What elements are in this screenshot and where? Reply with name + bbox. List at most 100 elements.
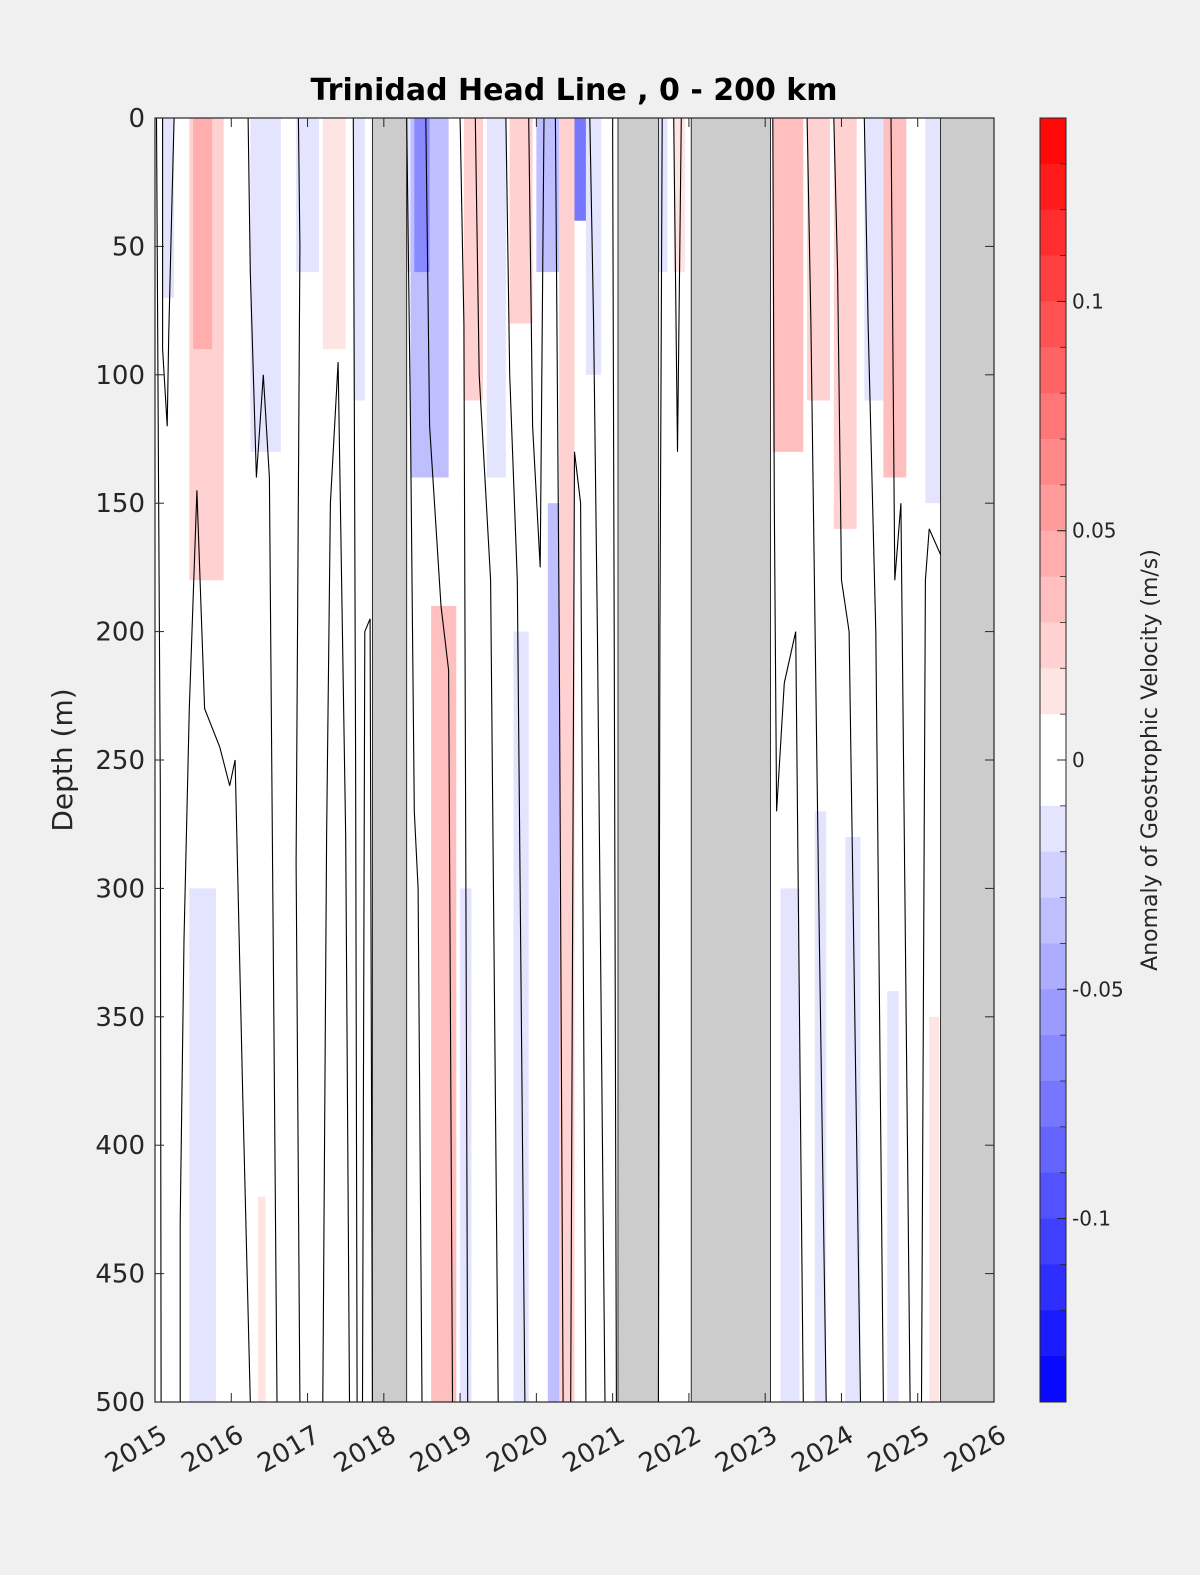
- contour-line: [247, 117, 278, 1403]
- anomaly-band: [845, 837, 861, 1402]
- colorbar-tick-label: 0.05: [1072, 519, 1117, 543]
- anomaly-band: [486, 118, 506, 478]
- anomaly-band: [772, 118, 804, 452]
- anomaly-band: [658, 118, 668, 273]
- contour-line: [673, 117, 682, 452]
- contour-line: [528, 117, 545, 568]
- colorbar-swatch: [1040, 851, 1066, 899]
- contour-line: [772, 117, 804, 1403]
- contour-line: [890, 117, 911, 1403]
- y-tick-label: 200: [95, 618, 145, 648]
- anomaly-band: [929, 1016, 940, 1402]
- plot-area: 2015 2016 2017 2018 2019 2020 2021 2022 2023 2024…: [95, 104, 1011, 1479]
- colorbar-tick-label: -0.1: [1072, 1207, 1111, 1231]
- contour-line: [352, 117, 358, 1403]
- anomaly-band: [353, 118, 365, 401]
- contour-line: [833, 117, 862, 1403]
- chart-title: Trinidad Head Line , 0 - 200 km: [310, 73, 837, 108]
- colorbar-swatch: [1040, 393, 1066, 440]
- anomaly-band: [536, 118, 560, 273]
- contour-line: [406, 117, 423, 1403]
- anomaly-band: [250, 118, 281, 452]
- no-data-period: [690, 117, 771, 1403]
- contour-line: [554, 117, 564, 1403]
- y-axis: 0 50 100 150 200 250 300 350 400 450 500: [95, 104, 994, 1418]
- colorbar-tick-label: -0.05: [1072, 977, 1124, 1001]
- colorbar-swatch: [1040, 714, 1066, 761]
- contour-line: [425, 117, 454, 1403]
- contour-line: [589, 117, 606, 1403]
- colorbar-swatch: [1040, 209, 1066, 257]
- y-tick-label: 0: [128, 104, 145, 134]
- anomaly-band: [673, 118, 686, 273]
- anomaly-band: [460, 888, 472, 1402]
- anomaly-band: [189, 888, 217, 1402]
- anomaly-band: [574, 118, 586, 221]
- colorbar-swatch: [1040, 576, 1066, 623]
- contour-line: [474, 117, 499, 1403]
- no-data-period: [371, 117, 408, 1403]
- anomaly-band: [431, 605, 457, 1402]
- colorbar-swatch: [1040, 530, 1066, 578]
- anomaly-band: [807, 118, 831, 401]
- contour-line: [162, 117, 175, 427]
- colorbar-swatch: [1040, 622, 1066, 669]
- colorbar-swatch: [1040, 943, 1066, 990]
- anomaly-band: [833, 118, 857, 529]
- contour-line: [920, 528, 942, 1403]
- contour-layer: [155, 117, 942, 1403]
- colorbar-tick-label: 0: [1072, 748, 1085, 772]
- contour-line: [570, 451, 587, 1403]
- colorbar-swatch: [1040, 347, 1066, 394]
- colorbar-swatch: [1040, 897, 1066, 944]
- anomaly-band: [193, 118, 213, 350]
- contour-line: [295, 117, 301, 1403]
- y-axis-label: Depth (m): [46, 688, 79, 831]
- anomaly-band: [162, 118, 175, 298]
- anomaly-band: [585, 118, 602, 375]
- anomaly-band: [257, 1196, 266, 1402]
- colorbar-swatch: [1040, 1218, 1066, 1265]
- anomaly-band: [322, 118, 346, 350]
- y-tick-label: 350: [95, 1003, 145, 1033]
- y-tick-label: 150: [95, 489, 145, 519]
- colorbar-swatch: [1040, 118, 1066, 165]
- no-data-period: [617, 117, 659, 1403]
- colorbar-swatch: [1040, 760, 1066, 807]
- y-tick-label: 400: [95, 1131, 145, 1161]
- colorbar-swatch: [1040, 301, 1066, 348]
- colorbar: 0.1 0.05 0 -0.05 -0.1: [1039, 117, 1124, 1403]
- anomaly-band: [463, 118, 483, 401]
- colorbar-tick-label: 0.1: [1072, 289, 1104, 313]
- contour-line: [806, 117, 827, 1403]
- colorbar-swatch: [1040, 668, 1066, 715]
- colorbar-label: Anomaly of Geostrophic Velocity (m/s): [1138, 549, 1163, 971]
- anomaly-band: [780, 888, 800, 1402]
- contour-line: [179, 490, 251, 1403]
- contour-line: [322, 361, 351, 1403]
- colorbar-swatch: [1040, 1172, 1066, 1220]
- anomaly-band: [925, 118, 941, 504]
- contour-line: [459, 117, 469, 1403]
- colorbar-swatch: [1040, 255, 1066, 302]
- y-tick-label: 500: [95, 1388, 145, 1418]
- contour-line: [657, 117, 663, 1403]
- colorbar-swatch: [1040, 1126, 1066, 1174]
- contour-line: [155, 117, 162, 1403]
- colorbar-swatch: [1040, 1310, 1066, 1357]
- colorbar-swatch: [1040, 1264, 1066, 1311]
- contour-line: [863, 117, 884, 1403]
- anomaly-band: [887, 991, 899, 1402]
- colorbar-swatch: [1040, 439, 1066, 486]
- colorbar-swatch: [1040, 805, 1066, 853]
- anomaly-band: [814, 811, 827, 1402]
- contour-line: [505, 117, 526, 1403]
- anomaly-band: [883, 118, 907, 478]
- y-tick-label: 300: [95, 874, 145, 904]
- anomaly-band: [296, 118, 319, 273]
- contour-line: [612, 117, 617, 1403]
- y-tick-label: 250: [95, 746, 145, 776]
- anomaly-band: [559, 118, 575, 1402]
- y-tick-label: 50: [112, 232, 145, 262]
